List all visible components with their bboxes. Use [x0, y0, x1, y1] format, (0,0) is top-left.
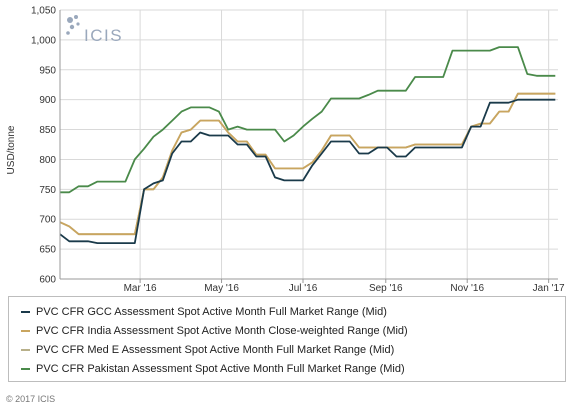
legend-swatch [21, 349, 30, 351]
x-tick-label: Mar '16 [124, 283, 157, 294]
y-tick-label: 600 [39, 275, 56, 286]
series-layer [59, 46, 556, 245]
y-axis-label: USD/tonne [6, 125, 17, 174]
legend-label: PVC CFR Pakistan Assessment Spot Active … [36, 363, 405, 375]
y-tick-label: 850 [39, 125, 56, 136]
series-line-med [59, 92, 556, 236]
legend-item-pakistan[interactable]: PVC CFR Pakistan Assessment Spot Active … [21, 360, 405, 378]
y-tick-label: 750 [39, 185, 56, 196]
logo-dot [67, 17, 73, 23]
chart-axes: 600 650 700 750 800 850 900 950 1,000 1,050 Mar '1… [31, 6, 565, 295]
logo-text: ICIS [84, 26, 123, 45]
legend-label: PVC CFR Med E Assessment Spot Active Mon… [36, 344, 395, 356]
y-tick-label: 700 [39, 215, 56, 226]
x-tick-label: Jul '16 [289, 283, 318, 294]
y-tick-label: 1,050 [31, 6, 56, 17]
y-tick-label: 900 [39, 95, 56, 106]
legend-item-india[interactable]: PVC CFR India Assessment Spot Active Mon… [21, 322, 408, 340]
series-line-pakistan [60, 46, 556, 194]
x-tick-label: Nov '16 [450, 283, 484, 294]
series-line-gcc [59, 98, 556, 245]
y-tick-label: 950 [39, 65, 56, 76]
chart-legend: PVC CFR GCC Assessment Spot Active Month… [8, 296, 566, 382]
y-tick-label: 1,000 [31, 35, 56, 46]
y-tick-label: 650 [39, 245, 56, 256]
legend-item-gcc[interactable]: PVC CFR GCC Assessment Spot Active Month… [21, 303, 387, 321]
legend-swatch [21, 311, 30, 313]
logo-dot [74, 15, 78, 19]
logo-dot [76, 22, 80, 26]
chart-grid [60, 9, 558, 280]
series-line-india [59, 92, 556, 236]
legend-label: PVC CFR India Assessment Spot Active Mon… [36, 325, 408, 337]
legend-swatch [21, 330, 30, 332]
y-tick-label: 800 [39, 155, 56, 166]
logo-dot [69, 24, 75, 30]
x-tick-label: May '16 [204, 283, 239, 294]
line-chart: ICIS 600 650 700 750 800 850 900 950 1,000 1,050 M… [6, 6, 565, 295]
x-tick-label: Jan '17 [533, 283, 565, 294]
legend-item-med[interactable]: PVC CFR Med E Assessment Spot Active Mon… [21, 341, 394, 359]
icis-logo: ICIS [66, 15, 123, 45]
legend-swatch [21, 368, 30, 370]
x-tick-label: Sep '16 [369, 283, 403, 294]
legend-label: PVC CFR GCC Assessment Spot Active Month… [36, 306, 387, 318]
copyright-text: © 2017 ICIS [6, 394, 56, 404]
logo-dot [66, 31, 70, 35]
